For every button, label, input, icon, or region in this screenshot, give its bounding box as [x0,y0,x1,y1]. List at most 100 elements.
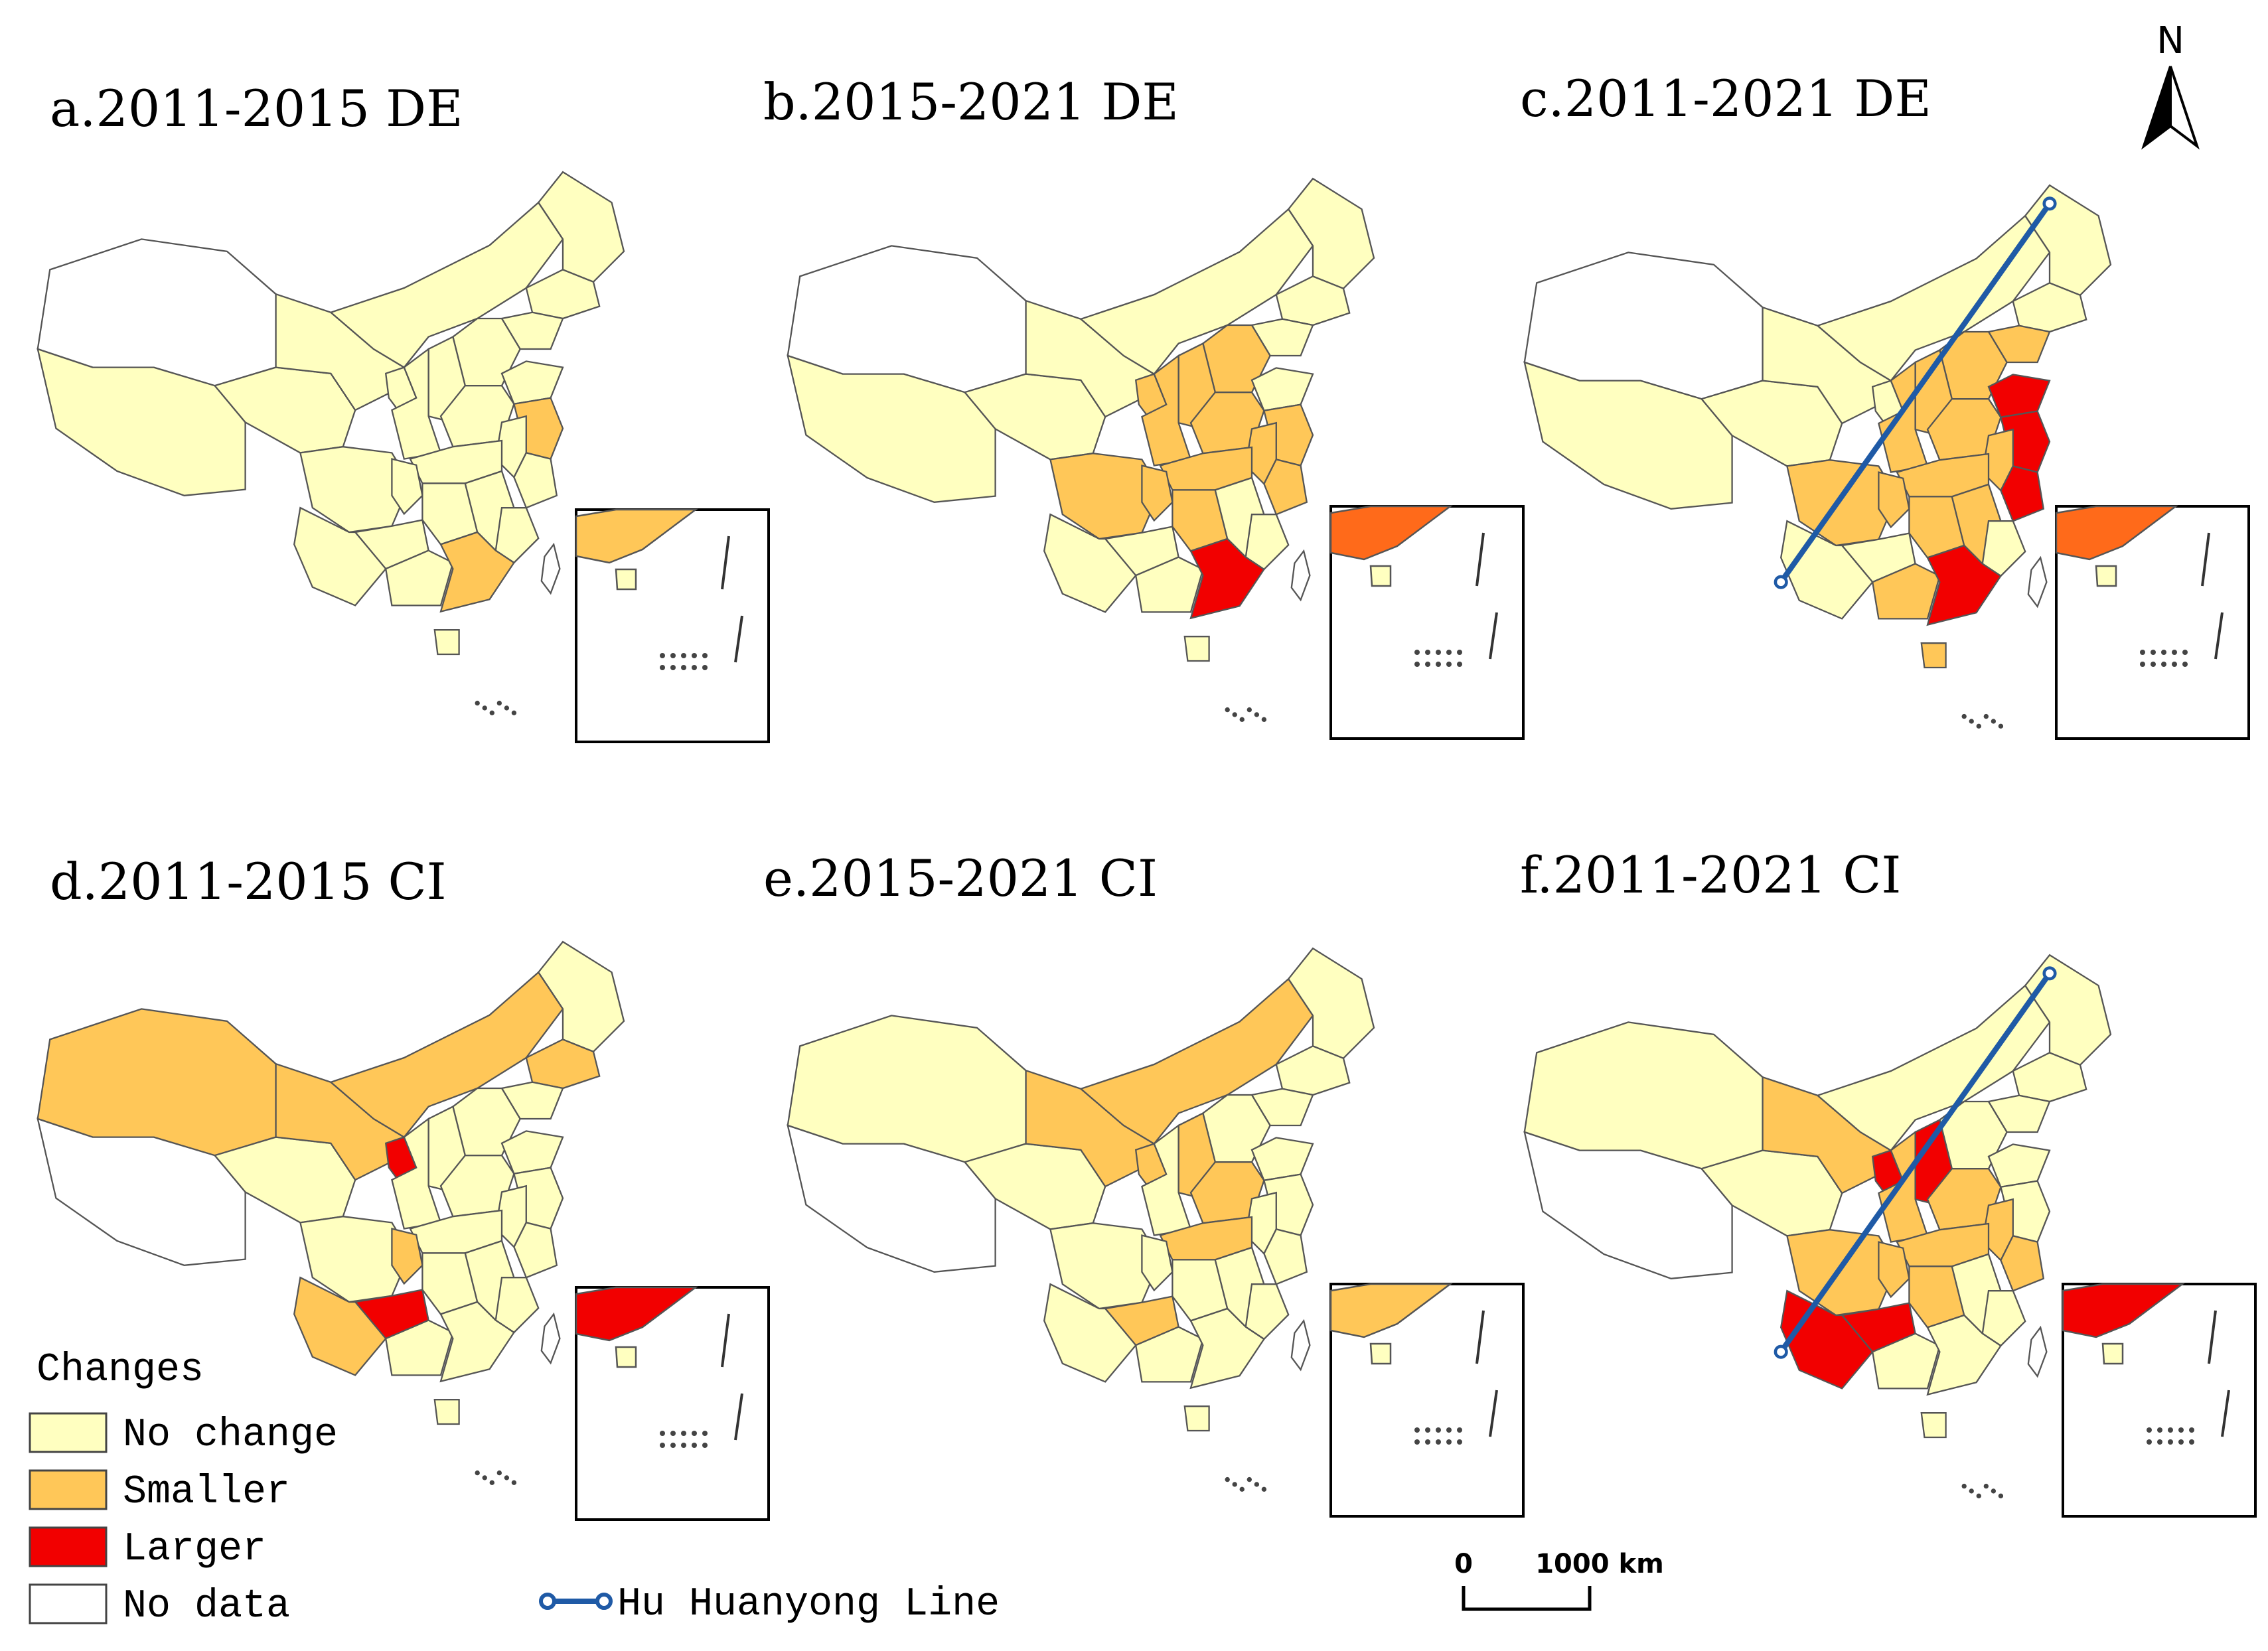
inset-island-dot [681,1443,686,1448]
island-dot [489,1480,494,1485]
inset-island-dot [1425,1427,1430,1433]
inset-island-dot [1457,650,1462,655]
inset-island-dot [2151,650,2156,655]
inset-island-dot [1425,1439,1430,1445]
china-map [787,177,1375,722]
legend-swatch [29,1469,108,1510]
island-dot [511,710,517,715]
inset-island-dot [1446,650,1452,655]
inset-island-dot [692,653,697,658]
south-sea-islands [1225,1476,1267,1492]
island-dot [475,1470,480,1476]
inset-island-dot [660,1443,665,1448]
province-guangdong [439,531,515,613]
legend-title: Changes [37,1348,204,1393]
island-dot [504,1475,510,1480]
province-chongqing [391,1228,423,1285]
inset-island-dot [1425,662,1430,667]
province-tibet [787,354,996,503]
inset-hainan [1369,1342,1392,1365]
north-arrow-icon-half [2169,66,2200,150]
inset-island-dot [1414,650,1420,655]
inset-island-dot [1457,662,1462,667]
island-dot [489,710,494,715]
island-dot [1969,719,1974,724]
province-heilongjiang [2024,954,2112,1066]
south-sea-islands [475,700,517,715]
province-yunnan [1043,513,1137,613]
island-dot [1991,719,1997,724]
province-chongqing [1878,471,1910,529]
island-dot [1254,712,1260,717]
inset-island-dot [2157,1439,2162,1445]
map-panel-d: d.2011-2015 CI [37,852,770,1521]
inset-island-dot [2189,1439,2194,1445]
inset-coast-region [575,1286,698,1342]
legend-swatch [29,1583,108,1624]
province-guangdong [1926,544,2002,626]
panel-title: d.2011-2015 CI [50,852,447,911]
province-guangdong [1189,1307,1265,1390]
inset-coast-region [1329,1283,1453,1338]
island-dot [496,700,502,706]
island-dot [511,1480,517,1485]
province-yunnan [1043,1283,1137,1383]
inset-hainan [2095,565,2117,587]
island-dot [1247,707,1252,713]
inset-hainan [615,1346,637,1368]
panel-title: f.2011-2021 CI [1520,845,1901,904]
island-dot [1983,713,1989,719]
south-china-sea-inset [575,508,770,743]
province-hainan [1183,636,1210,662]
inset-island-dot [670,1443,676,1448]
inset-island-dot [692,1443,697,1448]
province-shandong [1987,374,2051,419]
island-dot [1225,707,1230,713]
inset-dashed-boundary [721,1313,743,1441]
province-fujian [494,507,540,564]
legend-item-no-data: No data [29,1583,290,1629]
legend-label: No change [123,1413,338,1458]
south-sea-islands [475,1470,517,1485]
inset-coast-region [2062,1283,2185,1338]
map-panels: a.2011-2015 DE b.2015-2021 DE c.2011-2021 … [37,69,2257,1521]
province-tibet [1523,1131,1733,1279]
legend-swatch [29,1412,108,1453]
province-heilongjiang [2024,184,2112,297]
province-fujian [1981,520,2026,577]
province-chongqing [1141,1234,1173,1292]
province-shandong [1250,1137,1314,1182]
legend-label: Smaller [123,1470,290,1515]
island-dot [1261,717,1267,722]
inset-dashed-boundary [721,536,743,663]
province-guangxi [384,1319,454,1376]
province-fujian [1245,514,1290,571]
inset-dashed-boundary [2201,532,2224,660]
inset-island-dot [1425,650,1430,655]
legend-items: No change Smaller Larger No data [29,1412,338,1629]
province-taiwan [540,1312,561,1365]
inset-island-dot [2168,1439,2173,1445]
island-dot [1225,1476,1230,1482]
south-china-sea-inset [1329,505,1525,740]
island-dot [1239,717,1245,722]
province-hainan [433,629,460,656]
province-guangdong [439,1301,515,1383]
province-guangxi [1134,556,1204,613]
province-guangdong [1189,538,1265,620]
inset-island-dot [670,665,676,670]
inset-frame [575,508,770,743]
hu-line-start-dot [1774,575,1788,589]
island-dot [1239,1486,1245,1492]
inset-island-dot [1446,1427,1452,1433]
inset-island-dot [1446,662,1452,667]
province-chongqing [1141,465,1173,522]
legend: Changes No change Smaller Larger No data [29,1348,338,1629]
inset-coast-region [2055,505,2178,561]
province-shandong [500,360,564,405]
province-heilongjiang [1287,947,1375,1060]
inset-island-dot [1436,1427,1441,1433]
province-tibet [1523,361,1733,510]
island-dot [1232,712,1237,717]
province-shandong [1250,367,1314,412]
